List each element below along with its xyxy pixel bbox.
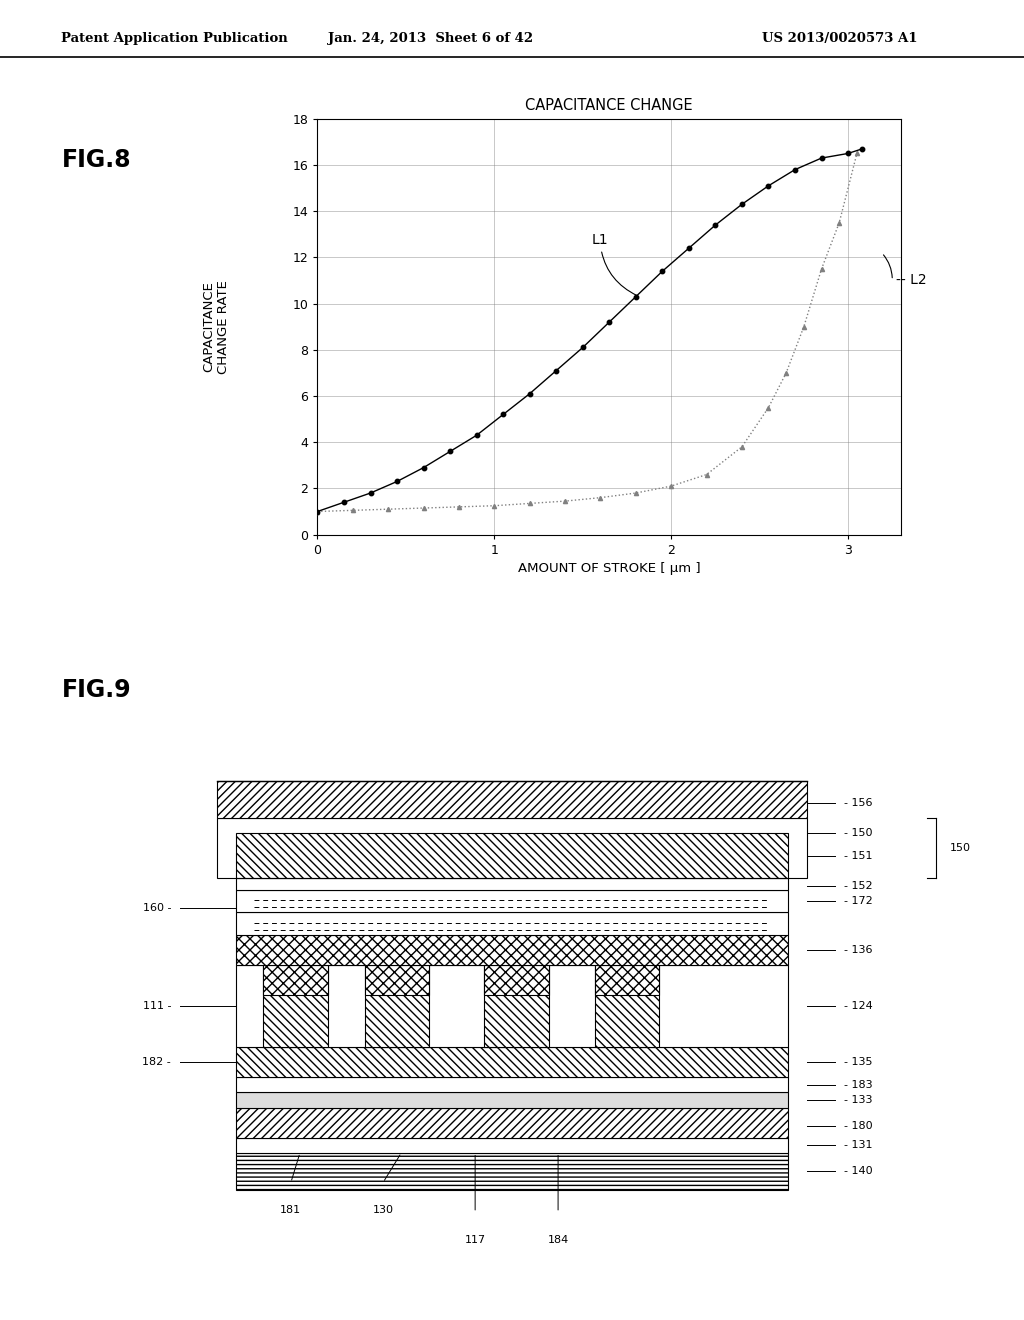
Text: - 133: - 133 xyxy=(844,1096,872,1105)
Bar xyxy=(236,912,788,935)
Text: 184: 184 xyxy=(548,1236,568,1245)
Text: 160 -: 160 - xyxy=(142,903,171,913)
Bar xyxy=(236,1077,788,1093)
Bar xyxy=(236,1138,788,1152)
Bar xyxy=(217,780,807,818)
Bar xyxy=(236,878,788,890)
Bar xyxy=(484,965,549,995)
Bar xyxy=(595,965,659,995)
Bar xyxy=(236,890,788,912)
Bar xyxy=(236,833,788,878)
Text: L1: L1 xyxy=(592,232,637,296)
Bar xyxy=(236,1047,788,1077)
Text: FIG.8: FIG.8 xyxy=(61,148,131,172)
Text: 182 -: 182 - xyxy=(142,1057,171,1068)
Text: - 156: - 156 xyxy=(844,799,872,808)
Text: - 172: - 172 xyxy=(844,896,872,906)
Text: - 131: - 131 xyxy=(844,1140,872,1150)
Text: - 152: - 152 xyxy=(844,880,872,891)
Text: Patent Application Publication: Patent Application Publication xyxy=(61,32,288,45)
Text: 117: 117 xyxy=(465,1236,485,1245)
Bar xyxy=(236,1152,788,1191)
Text: US 2013/0020573 A1: US 2013/0020573 A1 xyxy=(762,32,918,45)
Bar xyxy=(263,965,328,1047)
Text: - 124: - 124 xyxy=(844,1001,872,1011)
Bar xyxy=(236,935,788,965)
Bar xyxy=(217,818,807,878)
X-axis label: AMOUNT OF STROKE [ μm ]: AMOUNT OF STROKE [ μm ] xyxy=(518,562,700,576)
Bar xyxy=(595,965,659,1047)
Text: - 140: - 140 xyxy=(844,1167,872,1176)
Bar xyxy=(365,965,429,995)
Text: - 180: - 180 xyxy=(844,1121,872,1131)
Bar xyxy=(236,965,788,1047)
Text: 181: 181 xyxy=(281,1205,301,1216)
Text: - 183: - 183 xyxy=(844,1080,872,1090)
Title: CAPACITANCE CHANGE: CAPACITANCE CHANGE xyxy=(525,99,693,114)
Bar xyxy=(484,965,549,1047)
Text: 150: 150 xyxy=(950,843,971,853)
Bar xyxy=(236,1107,788,1138)
Y-axis label: CAPACITANCE
CHANGE RATE: CAPACITANCE CHANGE RATE xyxy=(202,280,230,374)
Text: - 136: - 136 xyxy=(844,945,872,954)
Bar xyxy=(365,965,429,1047)
Text: 130: 130 xyxy=(373,1205,393,1216)
Text: - 150: - 150 xyxy=(844,828,872,838)
Bar xyxy=(263,965,328,995)
Text: FIG.9: FIG.9 xyxy=(61,678,131,702)
Text: - 151: - 151 xyxy=(844,850,872,861)
Text: Jan. 24, 2013  Sheet 6 of 42: Jan. 24, 2013 Sheet 6 of 42 xyxy=(328,32,532,45)
Text: - 135: - 135 xyxy=(844,1057,872,1068)
Text: 111 -: 111 - xyxy=(142,1001,171,1011)
Bar xyxy=(236,1093,788,1107)
Text: -- L2: -- L2 xyxy=(896,273,927,288)
